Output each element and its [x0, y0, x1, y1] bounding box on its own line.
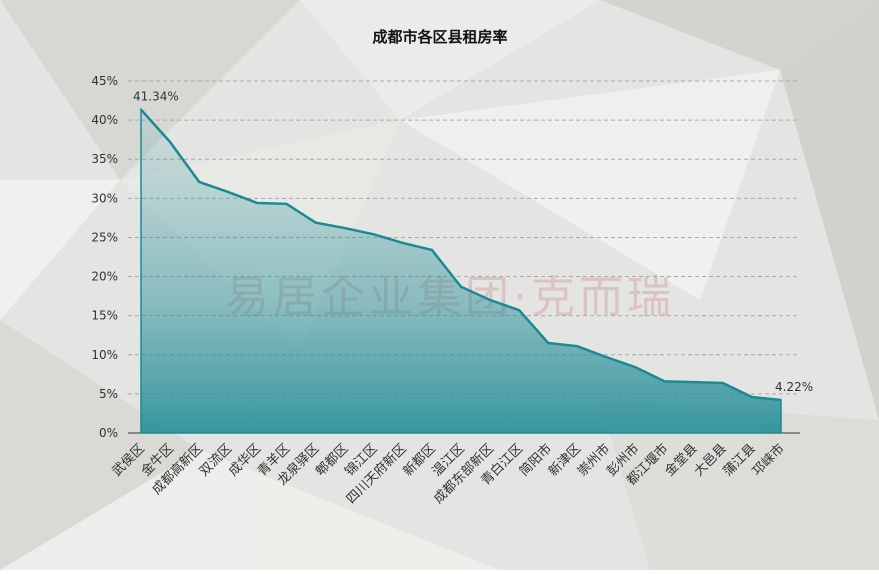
y-tick-label: 10%	[91, 348, 118, 362]
data-label: 4.22%	[775, 380, 813, 394]
y-tick-label: 35%	[91, 152, 118, 166]
y-tick-label: 45%	[91, 74, 118, 88]
y-tick-label: 0%	[99, 426, 118, 440]
y-tick-label: 5%	[99, 387, 118, 401]
data-label: 41.34%	[133, 90, 179, 104]
y-tick-label: 20%	[91, 270, 118, 284]
y-tick-label: 40%	[91, 113, 118, 127]
y-tick-label: 30%	[91, 191, 118, 205]
y-tick-label: 15%	[91, 309, 118, 323]
chart-title: 成都市各区县租房率	[372, 28, 507, 46]
y-tick-label: 25%	[91, 230, 118, 244]
area-line	[140, 108, 782, 402]
